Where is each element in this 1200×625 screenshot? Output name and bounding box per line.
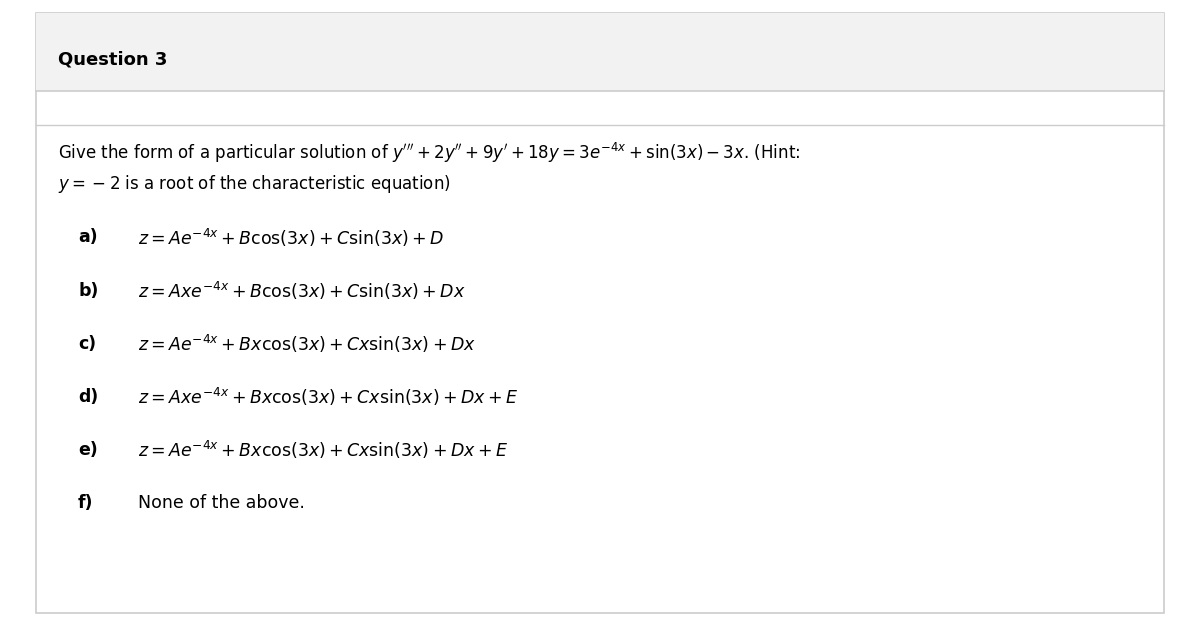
Text: Give the form of a particular solution of $y''' + 2y'' + 9y' + 18y = 3e^{-4x} + : Give the form of a particular solution o…	[58, 141, 800, 165]
Text: c): c)	[78, 335, 96, 352]
Text: $z = Ae^{-4x} + Bx\cos(3x) + Cx\sin(3x) + Dx$: $z = Ae^{-4x} + Bx\cos(3x) + Cx\sin(3x) …	[138, 332, 476, 355]
Text: d): d)	[78, 388, 98, 406]
Text: $z = Ae^{-4x} + Bx\cos(3x) + Cx\sin(3x) + Dx + E$: $z = Ae^{-4x} + Bx\cos(3x) + Cx\sin(3x) …	[138, 439, 508, 461]
Text: None of the above.: None of the above.	[138, 494, 305, 512]
Text: $z = Axe^{-4x} + B\cos(3x) + C\sin(3x) + Dx$: $z = Axe^{-4x} + B\cos(3x) + C\sin(3x) +…	[138, 279, 466, 302]
Text: Question 3: Question 3	[58, 51, 167, 68]
Text: $z = Axe^{-4x} + Bx\cos(3x) + Cx\sin(3x) + Dx + E$: $z = Axe^{-4x} + Bx\cos(3x) + Cx\sin(3x)…	[138, 386, 518, 408]
Text: $y = -2$ is a root of the characteristic equation): $y = -2$ is a root of the characteristic…	[58, 173, 450, 196]
Text: $z = Ae^{-4x} + B\cos(3x) + C\sin(3x) + D$: $z = Ae^{-4x} + B\cos(3x) + C\sin(3x) + …	[138, 226, 444, 249]
Text: a): a)	[78, 229, 97, 246]
Text: e): e)	[78, 441, 97, 459]
Text: b): b)	[78, 282, 98, 299]
FancyBboxPatch shape	[36, 12, 1164, 612]
FancyBboxPatch shape	[36, 12, 1164, 91]
Text: f): f)	[78, 494, 94, 512]
